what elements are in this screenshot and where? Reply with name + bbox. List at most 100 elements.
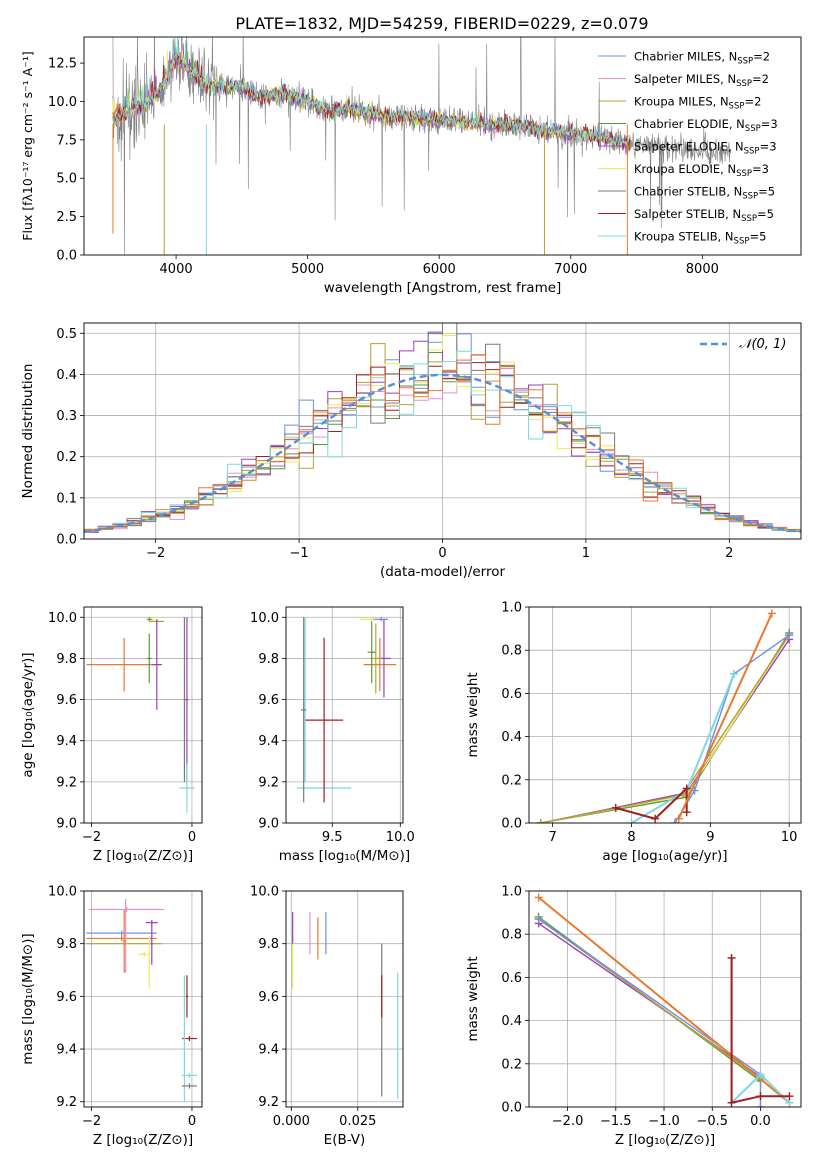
weight-point-marker — [674, 814, 683, 823]
y-tick-label: 0.6 — [501, 971, 522, 986]
x-tick-label: 1 — [582, 546, 590, 561]
weight-point-marker — [670, 819, 679, 823]
weight-series-line — [537, 896, 791, 1104]
y-tick-label: 5.0 — [56, 172, 77, 187]
y-tick-label: 0.5 — [56, 327, 77, 342]
model-spectrum-line — [112, 49, 631, 151]
weight-point-marker — [729, 669, 738, 678]
weight-series-line — [677, 613, 773, 820]
x-tick-label: 2 — [725, 546, 733, 561]
x-axis-label: mass [log₁₀(M/M⊙)] — [279, 848, 410, 864]
y-tick-label: 10.0 — [250, 611, 279, 626]
legend-label: Chabrier ELODIE, NSSP=3 — [634, 117, 778, 134]
x-tick-label: 7 — [549, 830, 557, 845]
y-tick-label: 1.0 — [501, 601, 522, 616]
x-tick-label: −1 — [290, 546, 309, 561]
weight-point-marker — [785, 1092, 794, 1101]
weight-series-line — [674, 634, 790, 823]
weight-point-marker — [682, 784, 691, 793]
x-axis-label: E(B-V) — [324, 1132, 366, 1148]
y-tick-label: 9.6 — [56, 990, 77, 1005]
y-tick-label: 0.2 — [56, 450, 77, 465]
y-tick-label: 12.5 — [48, 57, 77, 72]
x-tick-label: 0.0 — [750, 1114, 771, 1129]
y-tick-label: 0.0 — [501, 1101, 522, 1116]
y-tick-label: 0.0 — [56, 533, 77, 548]
y-tick-label: 9.6 — [258, 990, 279, 1005]
y-axis-label: age [log₁₀(age/yr)] — [20, 652, 36, 777]
y-tick-label: 9.4 — [258, 1043, 279, 1058]
x-tick-label: −1.5 — [600, 1114, 632, 1129]
x-tick-label: −2 — [82, 1114, 101, 1129]
y-tick-label: 10.0 — [48, 885, 77, 900]
plot-area — [534, 893, 794, 1107]
legend-label: Chabrier MILES, NSSP=2 — [634, 50, 770, 67]
x-tick-label: 6000 — [423, 262, 456, 277]
x-tick-label: −2.0 — [552, 1114, 584, 1129]
weight-series-line — [538, 922, 761, 1078]
y-tick-label: 9.4 — [56, 1043, 77, 1058]
y-tick-label: 10.0 — [48, 611, 77, 626]
y-tick-label: 1.0 — [501, 885, 522, 900]
legend-label: Chabrier STELIB, NSSP=5 — [634, 185, 775, 202]
y-tick-label: 9.2 — [258, 1095, 279, 1110]
x-axis-label: Z [log₁₀(Z/Z⊙)] — [615, 1132, 715, 1148]
y-axis-label: Normed distribution — [20, 364, 36, 499]
y-tick-label: 0.4 — [501, 730, 522, 745]
x-axis-label: wavelength [Angstrom, rest frame] — [324, 280, 562, 296]
y-tick-label: 0.8 — [501, 928, 522, 943]
x-axis-label: Z [log₁₀(Z/Z⊙)] — [93, 1132, 193, 1148]
legend-label: Kroupa MILES, NSSP=2 — [634, 95, 761, 112]
y-tick-label: 9.6 — [56, 693, 77, 708]
x-tick-label: −2 — [82, 830, 101, 845]
spectrum-panel: 4000 5000 6000 7000 8000 0.0 2.5 5.0 7.5 10.0 12.5… — [20, 36, 802, 296]
x-tick-label: −0.5 — [696, 1114, 728, 1129]
weight-series-line — [540, 634, 790, 823]
legend-label: Salpeter MILES, NSSP=2 — [634, 72, 769, 89]
model-spectrum-line — [112, 43, 631, 155]
y-tick-label: 9.2 — [56, 775, 77, 790]
weight-series-line — [540, 639, 790, 823]
y-tick-label: 9.8 — [56, 652, 77, 667]
plot-area — [292, 912, 399, 1100]
x-tick-label: 0.025 — [339, 1114, 376, 1129]
weight-point-marker — [682, 808, 691, 817]
weight-point-marker — [534, 893, 543, 902]
mass-weight-vs-age-panel: 7 8 9 10 0.0 0.2 0.4 0.6 0.8 1.0 age [log₁₀(age/yr… — [465, 601, 802, 864]
weight-point-marker — [785, 631, 794, 640]
residuals-panel: −2 −1 0 1 2 0.0 0.1 0.2 0.3 0.4 0.5 (data-model)/er… — [20, 322, 802, 580]
y-axis-label: mass weight — [465, 956, 481, 1041]
y-tick-label: 9.8 — [56, 937, 77, 952]
weight-point-marker — [727, 953, 736, 962]
weight-point-marker — [756, 1070, 765, 1079]
y-tick-label: 9.8 — [258, 937, 279, 952]
y-tick-label: 9.8 — [258, 652, 279, 667]
x-tick-label: 5000 — [291, 262, 324, 277]
y-tick-label: 9.2 — [258, 775, 279, 790]
gaussian-reference-curve — [84, 373, 801, 534]
x-tick-label: 9 — [706, 830, 714, 845]
axes-frame — [285, 890, 404, 1108]
weight-point-marker — [727, 1098, 736, 1107]
y-tick-label: 9.4 — [56, 734, 77, 749]
legend-label: Salpeter ELODIE, NSSP=3 — [634, 140, 777, 157]
plot-area — [112, 37, 732, 255]
x-tick-label: 4000 — [160, 262, 193, 277]
y-tick-label: 10.0 — [48, 95, 77, 110]
axes-frame — [528, 890, 802, 1108]
y-tick-label: 2.5 — [56, 210, 77, 225]
x-tick-label: −2 — [146, 546, 165, 561]
y-tick-label: 0.6 — [501, 687, 522, 702]
weight-point-marker — [651, 814, 660, 823]
mass-vs-metallicity-panel: −2 0 9.2 9.4 9.6 9.8 10.0 Z [log₁₀(Z/Z⊙)] mass [… — [20, 885, 203, 1148]
y-tick-label: 7.5 — [56, 133, 77, 148]
y-axis-label: mass [log₁₀(M/M⊙)] — [20, 933, 36, 1064]
x-axis-label: (data-model)/error — [380, 564, 506, 580]
plot-area — [86, 898, 197, 1102]
axes-frame — [83, 890, 203, 1108]
plot-area — [536, 609, 794, 823]
y-tick-label: 0.0 — [501, 817, 522, 832]
weight-series-line — [730, 958, 790, 1104]
y-tick-label: 9.0 — [258, 817, 279, 832]
y-tick-label: 9.6 — [258, 693, 279, 708]
